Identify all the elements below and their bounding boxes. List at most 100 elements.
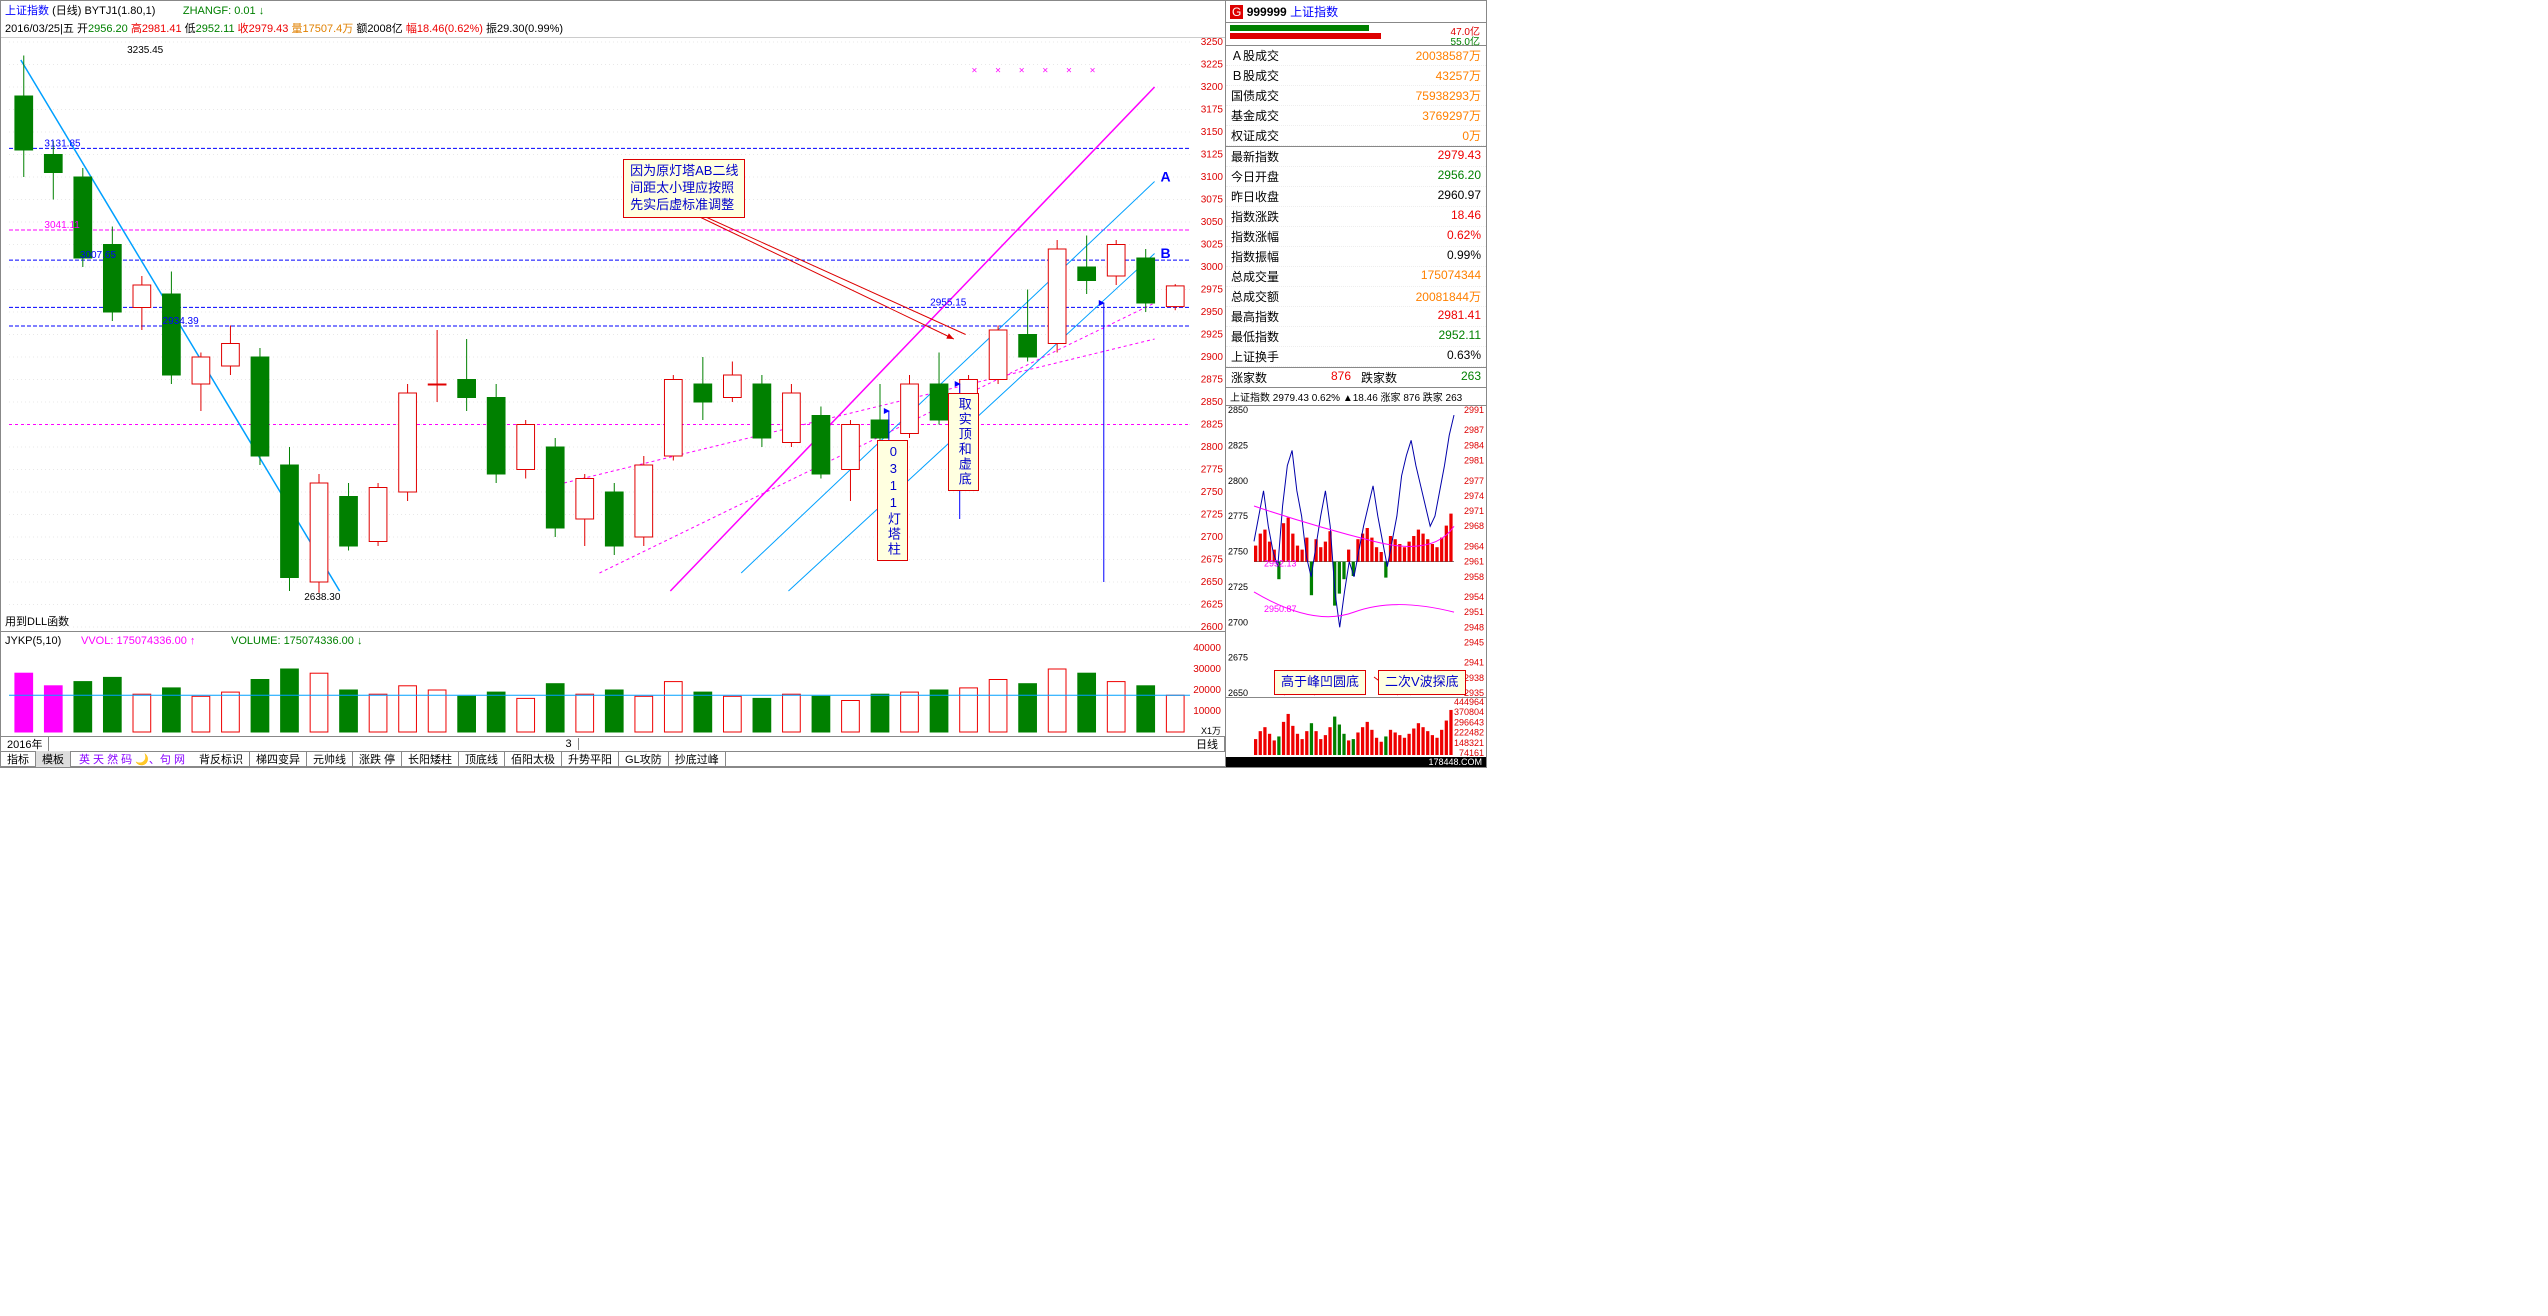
side-table: Ａ股成交20038587万Ｂ股成交43257万国债成交75938293万基金成交… (1226, 45, 1486, 368)
side-row: 权证成交0万 (1226, 126, 1486, 146)
svg-text:3175: 3175 (1201, 105, 1224, 116)
tab-模板[interactable]: 模板 (36, 751, 71, 767)
indicator-tab[interactable]: 佰阳太极 (505, 751, 562, 767)
svg-text:2945: 2945 (1464, 637, 1484, 647)
svg-text:2958: 2958 (1464, 572, 1484, 582)
tab-指标[interactable]: 指标 (1, 751, 36, 767)
svg-text:2941: 2941 (1464, 658, 1484, 668)
svg-text:2968: 2968 (1464, 521, 1484, 531)
app-root: 上证指数 (日线) BYTJ1(1.80,1) ZHANGF: 0.01 ↓ 2… (0, 0, 1487, 768)
down-arrow-icon: ↓ (259, 5, 265, 17)
svg-text:×: × (995, 66, 1001, 77)
svg-text:2925: 2925 (1201, 330, 1224, 341)
code: 999999 (1247, 5, 1287, 19)
svg-text:3050: 3050 (1201, 217, 1224, 228)
intraday-volume[interactable]: 44496437080429664322248214832174161 (1226, 697, 1486, 757)
svg-text:2625: 2625 (1201, 600, 1224, 611)
svg-text:×: × (1019, 66, 1025, 77)
month-tab[interactable]: 3 (559, 738, 578, 750)
svg-text:2650: 2650 (1201, 577, 1224, 588)
svg-text:2981: 2981 (1464, 456, 1484, 466)
side-row: Ａ股成交20038587万 (1226, 46, 1486, 66)
red-bar (1230, 33, 1381, 39)
name: 上证指数 (1290, 5, 1338, 19)
indicator-tab[interactable]: 涨跌 停 (353, 751, 402, 767)
intraday-chart[interactable]: 2991298729842981297729742971296829642961… (1226, 406, 1486, 697)
svg-text:3235.45: 3235.45 (127, 45, 164, 56)
svg-text:2955.15: 2955.15 (930, 297, 967, 308)
svg-text:30000: 30000 (1193, 664, 1221, 675)
svg-text:2750: 2750 (1228, 547, 1248, 557)
main-panel: 上证指数 (日线) BYTJ1(1.80,1) ZHANGF: 0.01 ↓ 2… (1, 1, 1226, 767)
svg-text:296643: 296643 (1454, 717, 1484, 727)
mid-text: 英 天 然 码 🌙、句 网 (71, 751, 193, 767)
svg-text:3150: 3150 (1201, 127, 1224, 138)
indicator-tab[interactable]: 长阳矮柱 (402, 751, 459, 767)
svg-text:×: × (1042, 66, 1048, 77)
svg-text:3131.85: 3131.85 (44, 138, 81, 149)
svg-text:3125: 3125 (1201, 150, 1224, 161)
svg-text:3100: 3100 (1201, 172, 1224, 183)
indicator-tab[interactable]: 抄底过峰 (669, 751, 726, 767)
svg-text:2964: 2964 (1464, 541, 1484, 551)
svg-text:20000: 20000 (1193, 685, 1221, 696)
svg-text:148321: 148321 (1454, 738, 1484, 748)
svg-text:2750: 2750 (1201, 487, 1224, 498)
svg-text:3000: 3000 (1201, 262, 1224, 273)
side-row: 国债成交75938293万 (1226, 86, 1486, 106)
side-panel: G 999999 上证指数 47.0亿 55.0亿 Ａ股成交20038587万Ｂ… (1226, 1, 1486, 767)
side-row: 昨日收盘2960.97 (1226, 187, 1486, 207)
svg-text:2974: 2974 (1464, 491, 1484, 501)
side-row: 总成交额20081844万 (1226, 287, 1486, 307)
mini-annotation: 高于峰凹圆底 (1274, 670, 1366, 695)
annotation-box: 因为原灯塔AB二线间距太小理应按照先实后虚标准调整 (623, 159, 745, 218)
side-row: 上证换手0.63% (1226, 347, 1486, 367)
svg-text:VVOL: 175074336.00 ↑: VVOL: 175074336.00 ↑ (81, 635, 195, 647)
indicator-tab[interactable]: 梯四变异 (250, 751, 307, 767)
header-line-2: 2016/03/25|五 开2956.20 高2981.41 低2952.11 … (1, 19, 1225, 37)
footer: 2016年 3 日线 指标模板英 天 然 码 🌙、句 网背反标识梯四变异元帅线涨… (1, 737, 1225, 767)
svg-text:3007.65: 3007.65 (80, 250, 117, 261)
watermark: 178448.COM (1226, 757, 1486, 767)
volume-chart[interactable]: JYKP(5,10) VVOL: 175074336.00 ↑ VOLUME: 1… (1, 632, 1225, 737)
svg-text:3025: 3025 (1201, 240, 1224, 251)
svg-text:444964: 444964 (1454, 698, 1484, 707)
svg-text:2975: 2975 (1201, 285, 1224, 296)
svg-text:3250: 3250 (1201, 38, 1224, 48)
side-row: 指数涨跌18.46 (1226, 207, 1486, 227)
svg-text:2850: 2850 (1228, 406, 1248, 415)
svg-text:2961: 2961 (1464, 557, 1484, 567)
svg-text:JYKP(5,10): JYKP(5,10) (5, 635, 61, 647)
year-tab[interactable]: 2016年 (1, 736, 49, 752)
header-line-1: 上证指数 (日线) BYTJ1(1.80,1) ZHANGF: 0.01 ↓ (1, 1, 1225, 19)
svg-text:3225: 3225 (1201, 60, 1224, 71)
indicator-tab[interactable]: 元帅线 (307, 751, 353, 767)
svg-text:2850: 2850 (1201, 397, 1224, 408)
svg-text:VOLUME: 175074336.00 ↓: VOLUME: 175074336.00 ↓ (231, 635, 362, 647)
svg-text:370804: 370804 (1454, 707, 1484, 717)
svg-text:2650: 2650 (1228, 688, 1248, 697)
svg-text:2971: 2971 (1464, 506, 1484, 516)
svg-text:2952.13: 2952.13 (1264, 559, 1297, 569)
indicator-tab[interactable]: 顶底线 (459, 751, 505, 767)
period-tab[interactable]: 日线 (1190, 736, 1225, 752)
side-row: 最高指数2981.41 (1226, 307, 1486, 327)
svg-text:2800: 2800 (1228, 476, 1248, 486)
side-row: Ｂ股成交43257万 (1226, 66, 1486, 86)
svg-text:2600: 2600 (1201, 622, 1224, 631)
indicator-tab[interactable]: GL攻防 (619, 751, 669, 767)
svg-text:2638.30: 2638.30 (304, 592, 341, 603)
candlestick-chart[interactable]: 2600262526502675270027252750277528002825… (1, 37, 1225, 632)
svg-text:2950.87: 2950.87 (1264, 604, 1297, 614)
side-header: G 999999 上证指数 (1226, 1, 1486, 23)
indicator-tabs: 指标模板英 天 然 码 🌙、句 网背反标识梯四变异元帅线涨跌 停长阳矮柱顶底线佰… (1, 752, 1225, 767)
svg-text:40000: 40000 (1193, 643, 1221, 654)
side-bars: 47.0亿 55.0亿 (1230, 25, 1482, 43)
svg-text:2725: 2725 (1201, 510, 1224, 521)
side-row: 今日开盘2956.20 (1226, 167, 1486, 187)
indicator-tab[interactable]: 升势平阳 (562, 751, 619, 767)
side-row: 最新指数2979.43 (1226, 146, 1486, 167)
indicator-tab[interactable]: 背反标识 (193, 751, 250, 767)
svg-text:2951: 2951 (1464, 607, 1484, 617)
svg-text:2954: 2954 (1464, 592, 1484, 602)
